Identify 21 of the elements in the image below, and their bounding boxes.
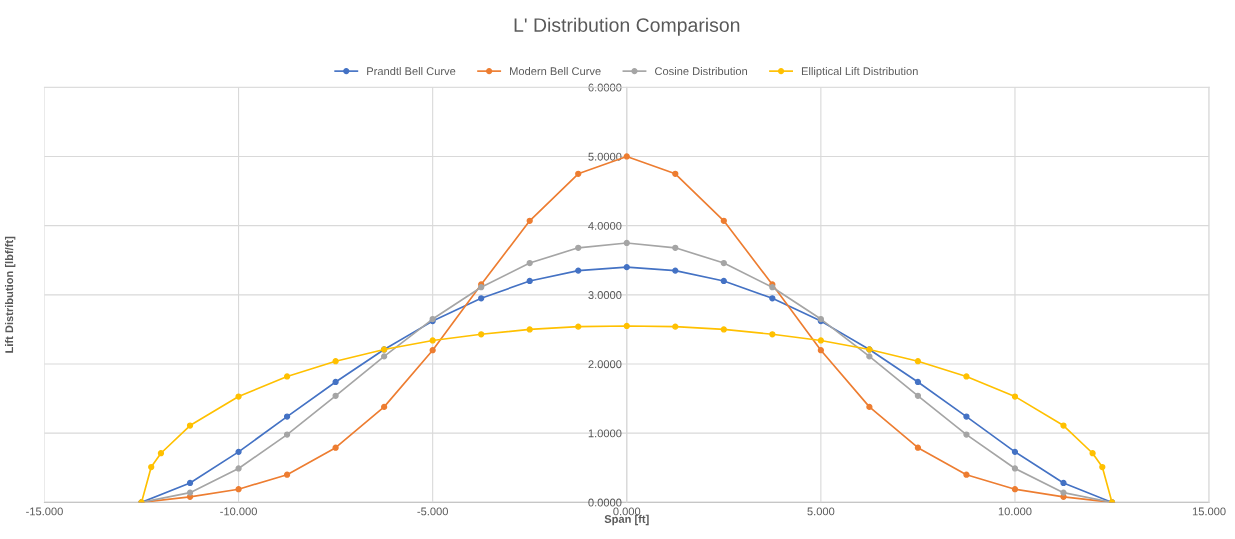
- y-tick-label: 3.0000: [588, 291, 622, 299]
- legend-label: Elliptical Lift Distribution: [801, 66, 918, 78]
- x-tick-label: 10.000: [998, 507, 1032, 516]
- x-axis-title: Span [ft]: [604, 514, 649, 526]
- x-tick-label: 5.000: [807, 507, 835, 516]
- x-tick-label: 0.000: [613, 507, 641, 516]
- x-tick-label: 15.000: [1192, 507, 1226, 516]
- y-tick-label: 6.0000: [588, 83, 622, 92]
- y-axis-title: Lift Distribution [lbf/ft]: [4, 236, 16, 353]
- legend-label: Cosine Distribution: [655, 66, 747, 76]
- x-tick-label: -15.000: [26, 507, 63, 516]
- y-tick-label: 1.0000: [588, 429, 622, 438]
- legend-label: Prandtl Bell Curve: [367, 66, 456, 76]
- y-tick-label: 0.0000: [588, 498, 622, 507]
- x-tick-label: -10.000: [220, 507, 257, 516]
- legend-label: Modern Bell Curve: [510, 66, 601, 76]
- y-tick-label: 5.0000: [588, 152, 622, 161]
- x-tick-label: -5.000: [417, 507, 448, 516]
- y-tick-label: 2.0000: [588, 360, 622, 369]
- chart-title: L' Distribution Comparison: [514, 17, 740, 36]
- y-tick-label: 4.0000: [588, 221, 622, 230]
